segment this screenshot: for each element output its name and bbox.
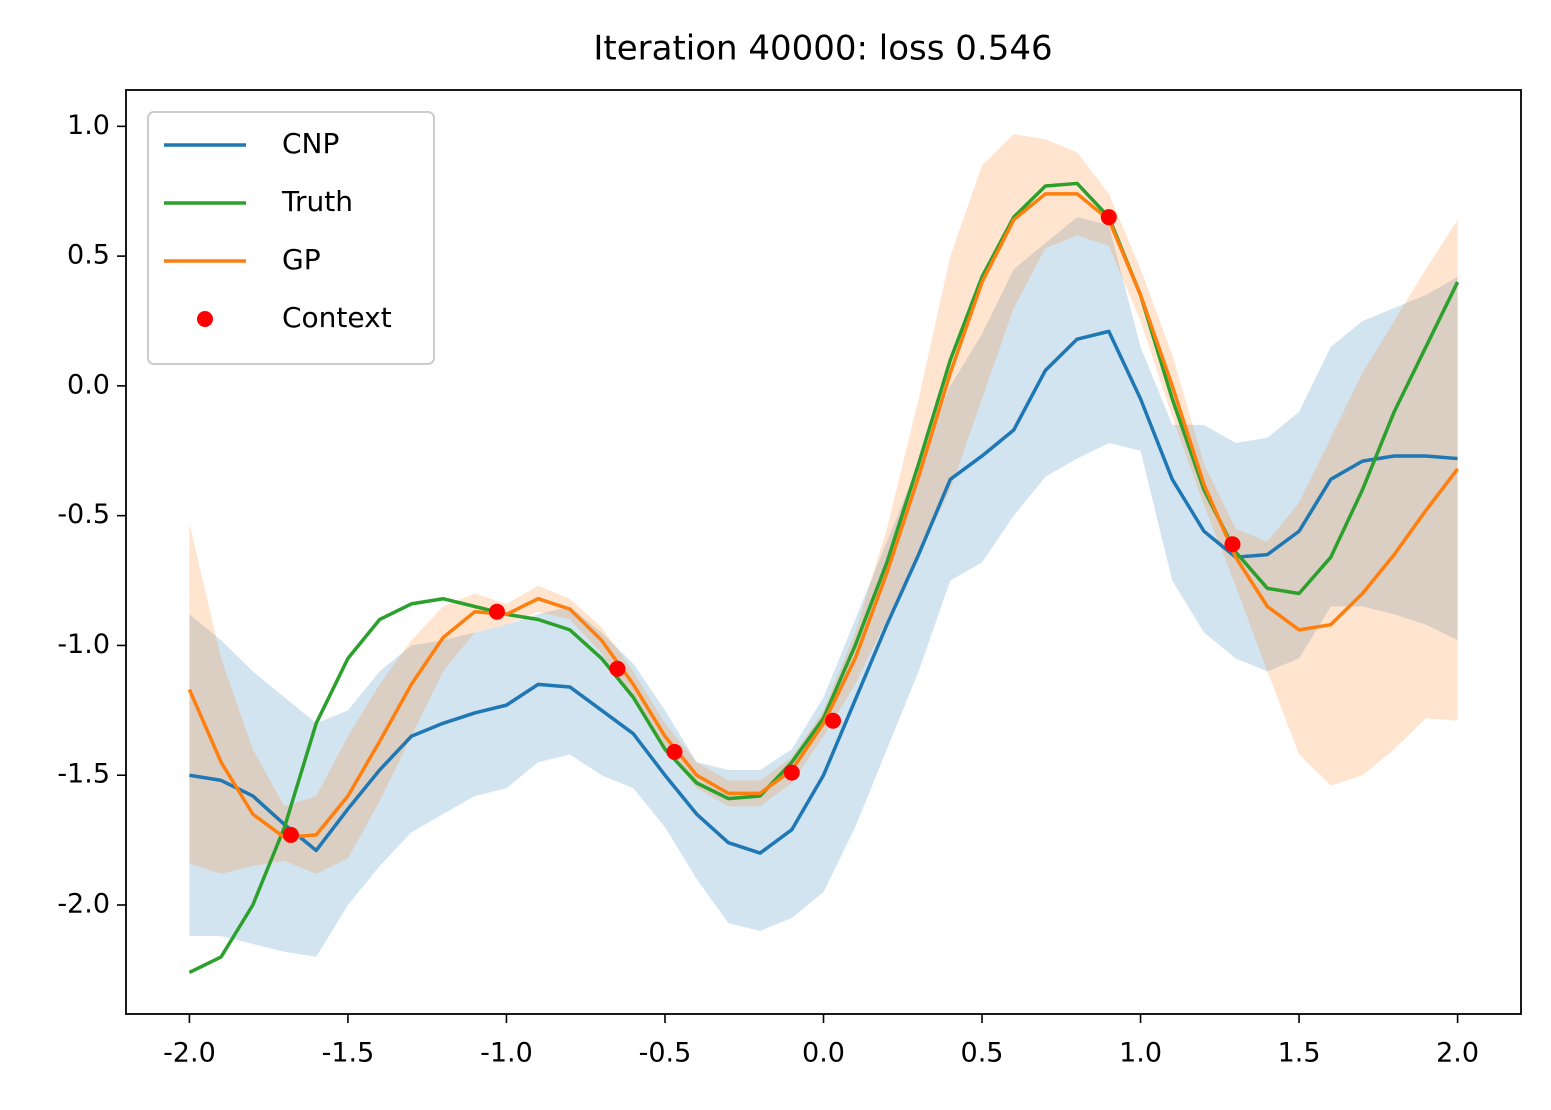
- axes-frame: [125, 89, 1522, 1015]
- y-tick-label: -1.0: [57, 629, 110, 660]
- legend-label: Truth: [281, 185, 353, 218]
- series-line: [187, 192, 1459, 840]
- x-tick-label: 1.5: [1278, 1038, 1321, 1069]
- legend-marker: [197, 311, 213, 327]
- context-point: [609, 660, 626, 677]
- x-tick-label: -1.0: [480, 1038, 533, 1069]
- x-tick-label: 0.5: [961, 1038, 1004, 1069]
- context-point: [1224, 536, 1241, 553]
- y-tick-label: -2.0: [57, 888, 110, 919]
- x-tick-label: 0.0: [802, 1038, 845, 1069]
- legend-label: Context: [282, 301, 392, 334]
- series-line: [188, 181, 1460, 975]
- y-tick-label: -1.5: [57, 759, 110, 790]
- context-point: [825, 712, 842, 729]
- y-tick-label: -0.5: [57, 499, 110, 530]
- context-point: [783, 764, 800, 781]
- legend-label: GP: [282, 243, 321, 276]
- series-line: [189, 329, 1458, 855]
- context-point: [282, 826, 299, 843]
- context-point: [666, 743, 683, 760]
- legend-box: [147, 111, 435, 365]
- confidence-band: [189, 134, 1458, 874]
- x-tick-label: -2.0: [163, 1038, 216, 1069]
- x-tick-label: -0.5: [639, 1038, 692, 1069]
- y-tick-label: 1.0: [67, 110, 110, 141]
- x-tick-label: 2.0: [1436, 1038, 1479, 1069]
- plot-area: [187, 134, 1460, 975]
- context-point: [488, 603, 505, 620]
- y-tick-label: 0.0: [67, 369, 110, 400]
- chart-title: Iteration 40000: loss 0.546: [593, 29, 1052, 69]
- x-tick-label: 1.0: [1119, 1038, 1162, 1069]
- y-tick-label: 0.5: [67, 240, 110, 271]
- context-point: [1100, 209, 1117, 226]
- legend-label: CNP: [282, 127, 339, 160]
- x-tick-label: -1.5: [322, 1038, 375, 1069]
